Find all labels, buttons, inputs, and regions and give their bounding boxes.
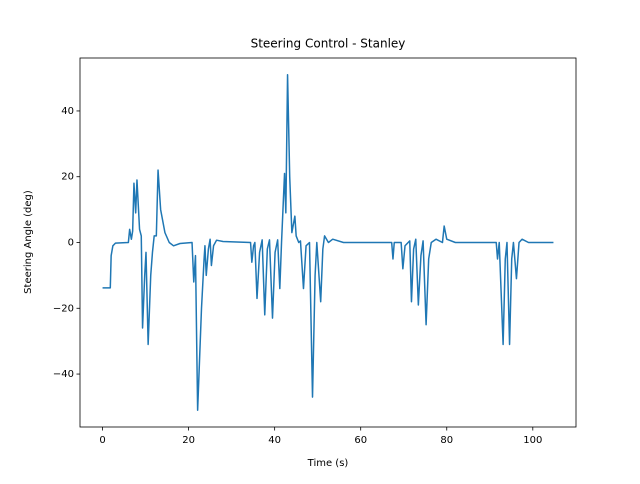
y-tick-label: −40: [53, 369, 74, 380]
x-axis-label: Time (s): [307, 458, 349, 469]
y-tick-label: 0: [68, 238, 74, 249]
plot-frame: [79, 57, 577, 428]
x-tick-label: 40: [268, 435, 281, 446]
x-tick-label: 80: [440, 435, 453, 446]
x-tick-label: 0: [99, 435, 105, 446]
chart-title: Steering Control - Stanley: [251, 37, 406, 51]
y-tick-label: 20: [61, 172, 74, 183]
x-tick-label: 60: [354, 435, 367, 446]
x-tick-label: 20: [182, 435, 195, 446]
data-line: [102, 74, 554, 411]
y-tick-label: −20: [53, 303, 74, 314]
x-tick-label: 100: [523, 435, 542, 446]
y-tick-label: 40: [61, 106, 74, 117]
y-axis-label: Steering Angle (deg): [23, 190, 34, 294]
